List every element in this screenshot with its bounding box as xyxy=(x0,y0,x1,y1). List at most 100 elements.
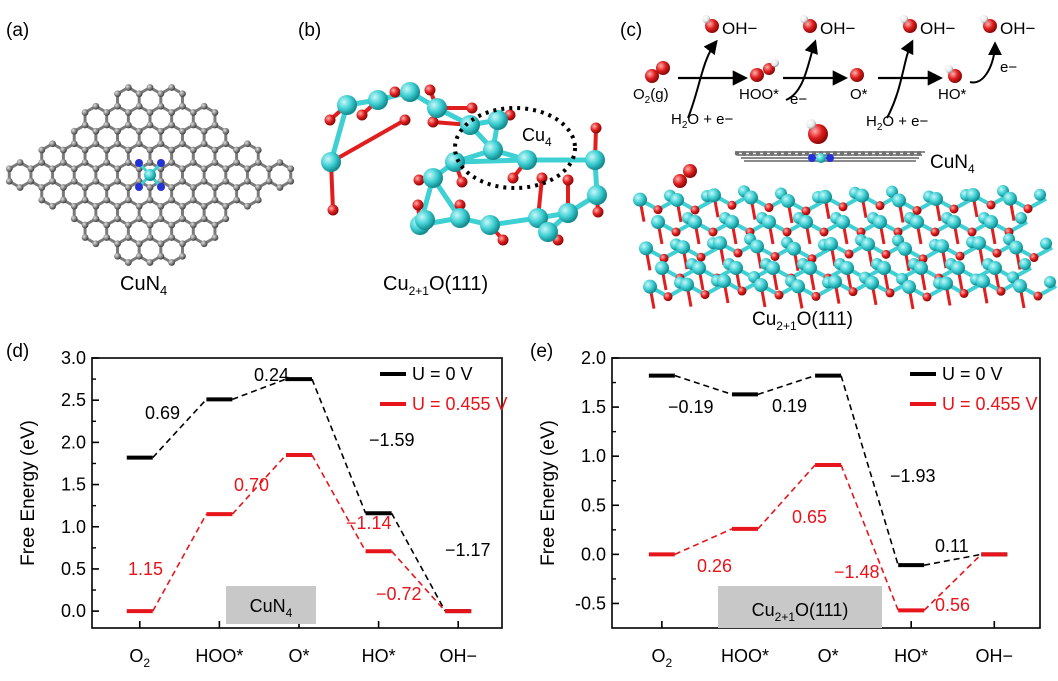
slab-atoms xyxy=(633,185,1056,302)
oxygen-atom xyxy=(881,249,891,259)
carbon-atom xyxy=(804,151,810,156)
copper-atom xyxy=(1003,191,1017,206)
carbon-atom xyxy=(189,146,197,154)
material-box-label: Cu2+1O(111) xyxy=(752,600,849,624)
copper-atom xyxy=(766,261,780,275)
oxygen-atom xyxy=(893,227,903,237)
carbon-atom xyxy=(124,184,132,191)
carbon-atom xyxy=(16,159,24,166)
carbon-atom xyxy=(211,159,219,166)
copper-atom xyxy=(488,110,508,130)
connector-line xyxy=(674,374,733,396)
material-box xyxy=(226,586,316,624)
copper-atom xyxy=(828,274,842,289)
carbon-atom xyxy=(103,196,111,204)
connector-line xyxy=(231,454,287,515)
copper-atom xyxy=(744,190,758,205)
oxygen-atom xyxy=(992,248,1002,258)
oxygen-atom xyxy=(413,174,425,186)
plot-frame xyxy=(91,357,503,629)
y-tick-label: 1.5 xyxy=(581,397,606,417)
copper-atom xyxy=(1044,276,1056,289)
oxygen-atom xyxy=(1033,291,1043,301)
oxygen-atom xyxy=(659,253,669,263)
x-tick-label: HOO* xyxy=(195,646,243,666)
copper-atom xyxy=(587,185,607,205)
copper-atom xyxy=(1040,237,1052,250)
carbon-atom xyxy=(135,90,143,98)
carbon-atom xyxy=(146,184,154,191)
x-tick-label: HO* xyxy=(362,646,396,666)
oxygen-atom xyxy=(592,206,604,218)
carbon-atom xyxy=(124,121,132,129)
electron-label: e− xyxy=(1000,59,1017,76)
copper-atom xyxy=(643,279,657,294)
oxygen-atom xyxy=(967,227,977,237)
oxygen-atom xyxy=(356,109,368,121)
carbon-atom xyxy=(244,165,251,173)
nitrogen-atom xyxy=(135,159,143,167)
carbon-atom xyxy=(124,234,132,241)
copper-atom xyxy=(1019,258,1031,270)
carbon-atom xyxy=(189,184,197,191)
cun4-layer-label: CuN4 xyxy=(930,152,975,176)
copper-atom xyxy=(676,240,690,255)
copper-atom xyxy=(558,203,578,223)
step-energy-label: 0.26 xyxy=(697,556,732,576)
y-tick-label: 2.5 xyxy=(61,390,86,410)
oxygen-atom xyxy=(645,69,659,83)
step-energy-label: −1.14 xyxy=(346,513,392,533)
carbon-atom xyxy=(92,140,100,148)
carbon-atom xyxy=(222,165,230,173)
carbon-atom xyxy=(189,121,197,129)
carbon-atom xyxy=(146,259,154,266)
oxygen-atom xyxy=(885,288,895,298)
oxygen-atom xyxy=(671,227,681,237)
carbon-atom xyxy=(92,102,100,110)
carbon-atom xyxy=(146,196,154,204)
carbon-atom xyxy=(81,196,89,204)
oxygen-atom xyxy=(801,206,811,216)
hydrogen-atom xyxy=(771,59,779,67)
copper-atom xyxy=(517,150,537,170)
carbon-atom xyxy=(70,140,78,148)
carbon-atom xyxy=(103,234,111,241)
oxygen-atom xyxy=(903,19,917,33)
x-tick-label: O* xyxy=(818,646,839,666)
oxygen-atom xyxy=(844,249,854,259)
oxygen-atom xyxy=(838,202,848,212)
cun4-structure xyxy=(5,84,295,266)
carbon-atom xyxy=(124,196,132,204)
carbon-atom xyxy=(49,202,56,210)
copper-atom xyxy=(988,261,1002,275)
y-tick-label: 1.5 xyxy=(61,475,86,495)
carbon-atom xyxy=(189,196,197,204)
carbon-atom xyxy=(103,184,111,191)
orr-mechanism-scheme: OH− OH− OH− OH− O2(g) HOO* O* HO* H2O + e− H2O + … xyxy=(633,15,1036,188)
copper-atom xyxy=(713,236,727,251)
carbon-atom xyxy=(92,165,100,173)
carbon-atom xyxy=(222,215,230,223)
oxygen-atom xyxy=(536,172,548,184)
carbon-atom xyxy=(103,221,111,229)
oxygen-atom xyxy=(733,248,743,258)
series-0: −0.19 0.19 −1.93 0.11 xyxy=(648,373,1008,568)
carbon-atom xyxy=(244,177,251,185)
copper-atom xyxy=(787,241,801,256)
carbon-atom xyxy=(146,121,154,129)
oxygen-atom xyxy=(850,68,864,82)
carbon-atom xyxy=(179,90,186,98)
carbon-atom xyxy=(832,151,838,156)
copper-atom xyxy=(688,215,702,229)
connector-line xyxy=(152,398,207,459)
carbon-atom xyxy=(769,151,775,156)
copper-atom xyxy=(799,215,813,229)
carbon-atom xyxy=(895,151,901,156)
carbon-atom xyxy=(81,146,89,154)
y-tick-label: 3.0 xyxy=(61,348,86,368)
intermediate-label: O* xyxy=(850,86,868,103)
curved-arrow xyxy=(969,41,1002,84)
step-energy-label: −1.59 xyxy=(369,430,415,450)
nitrogen-atom xyxy=(135,183,143,191)
carbon-atom xyxy=(916,151,922,156)
